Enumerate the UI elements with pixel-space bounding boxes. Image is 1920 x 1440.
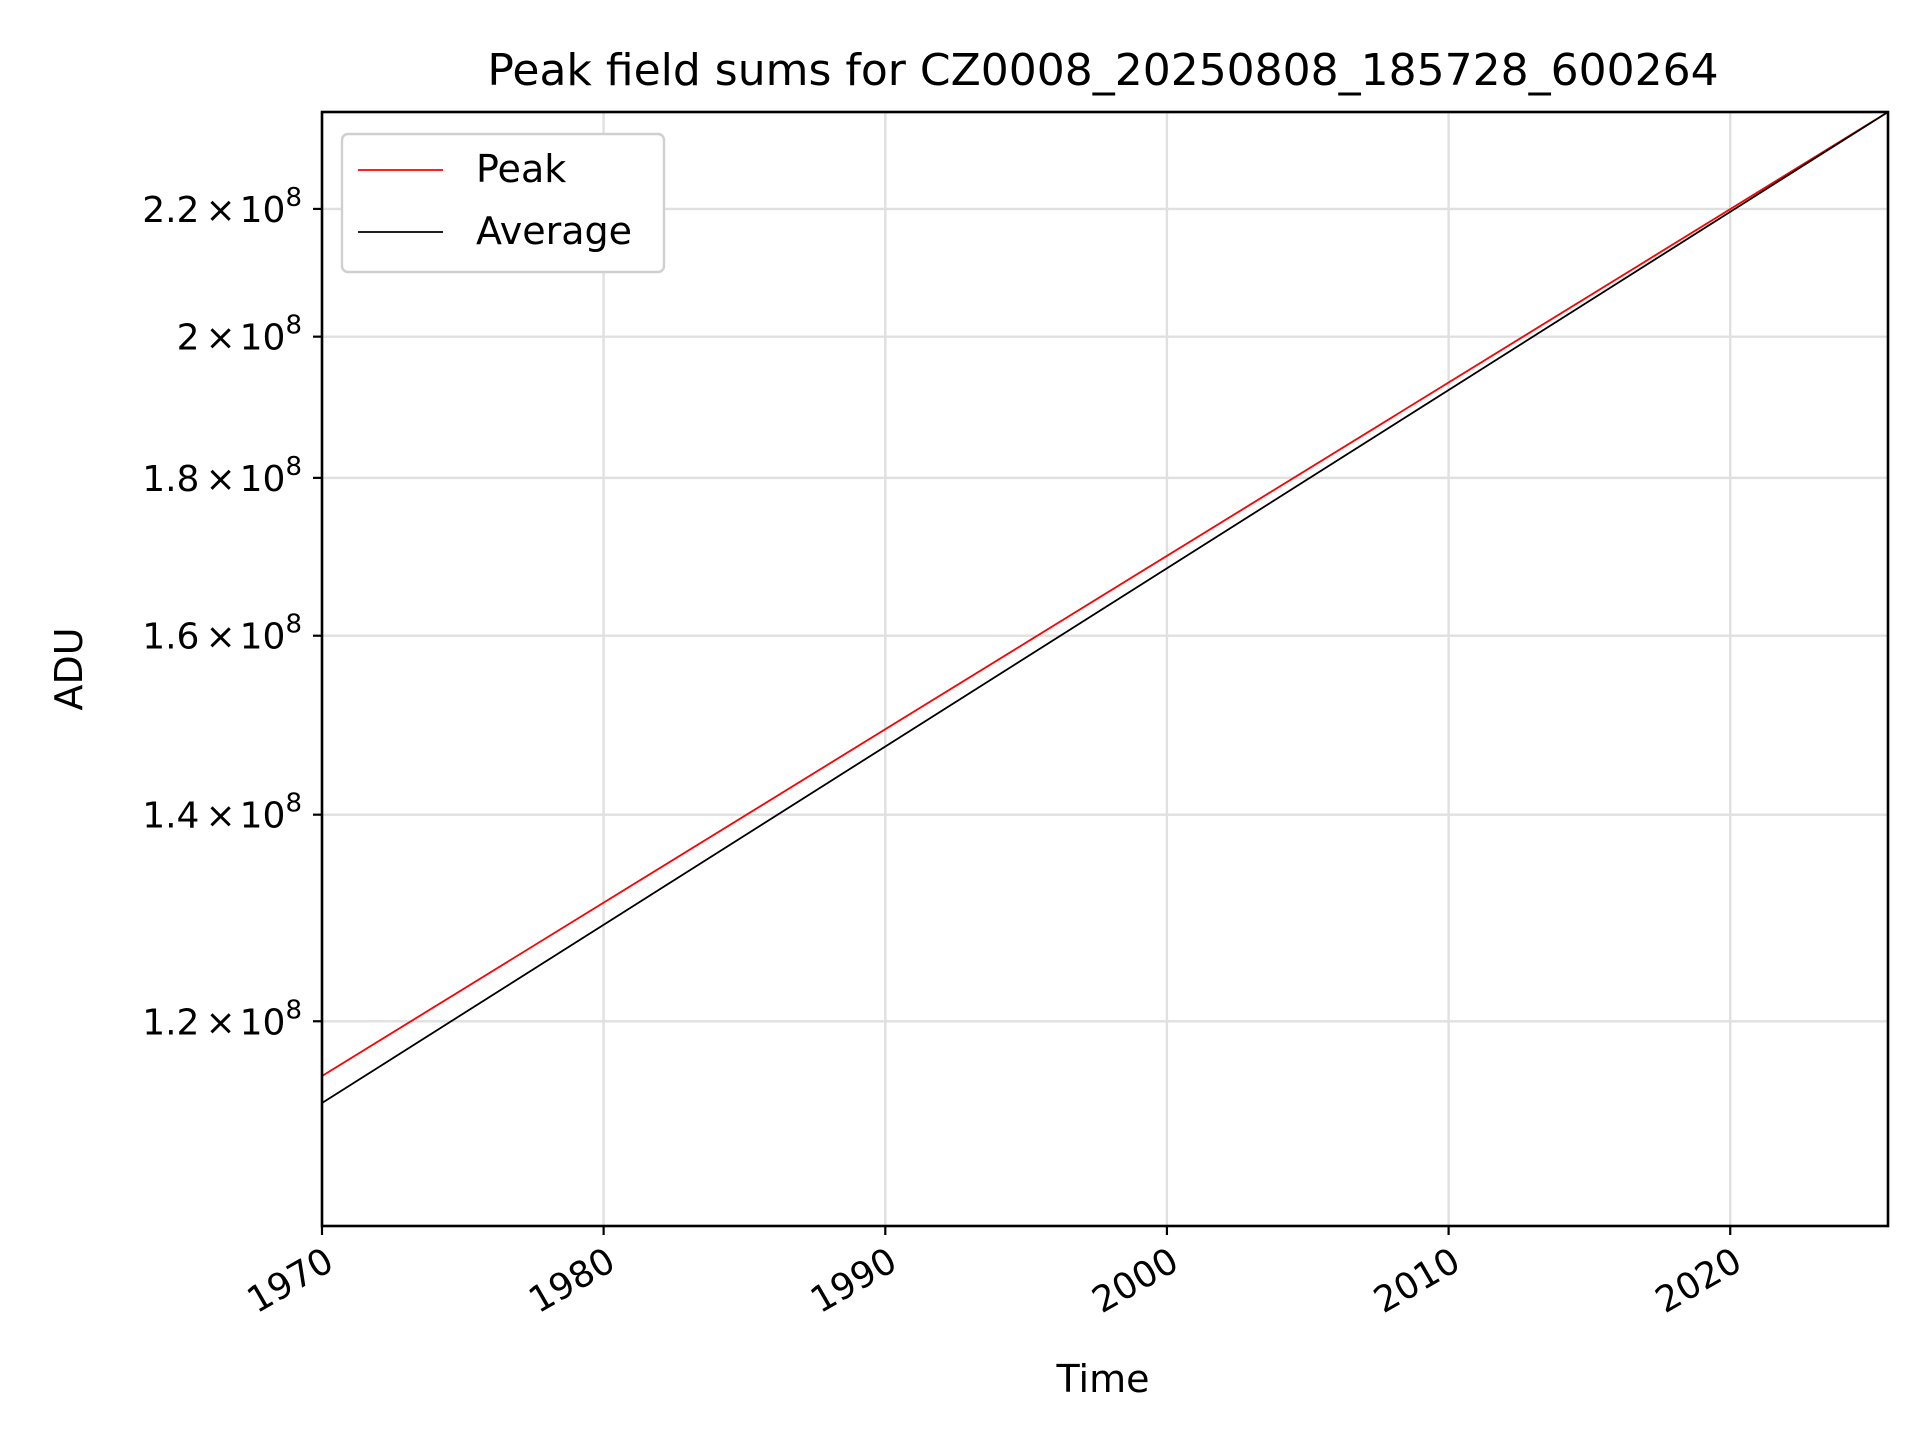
y-tick-label: 1.2 × 108	[142, 995, 302, 1043]
y-tick-label: 2.2 × 108	[142, 183, 302, 231]
y-tick-exponent: 8	[285, 452, 302, 482]
x-axis-ticks: 1970 1980 1990 2000 2010 2020	[241, 1226, 1749, 1322]
y-tick-base: 10	[240, 318, 286, 359]
legend: Peak Average	[340, 132, 666, 274]
y-tick-exponent: 8	[285, 311, 302, 341]
y-tick-mantissa: 1.4	[142, 796, 199, 837]
x-tick-label: 2020	[1649, 1240, 1749, 1321]
y-tick-mantissa: 1.8	[142, 459, 199, 500]
y-tick-exponent: 8	[285, 789, 302, 819]
y-tick-times: ×	[205, 459, 235, 500]
x-axis-label: Time	[1056, 1357, 1150, 1401]
y-tick-label: 1.8 × 108	[142, 452, 302, 500]
y-tick-mantissa: 1.6	[142, 617, 199, 658]
y-tick-times: ×	[205, 318, 235, 359]
x-tick-label: 1970	[241, 1240, 341, 1321]
legend-label-peak: Peak	[476, 147, 566, 191]
x-tick-label: 1990	[804, 1240, 904, 1321]
y-tick-exponent: 8	[285, 183, 302, 213]
y-tick-label: 2 × 108	[177, 311, 302, 359]
legend-label-average: Average	[476, 209, 632, 253]
y-tick-times: ×	[205, 796, 235, 837]
x-tick-label: 2010	[1367, 1240, 1467, 1321]
y-tick-mantissa: 2	[177, 318, 200, 359]
chart-title: Peak field sums for CZ0008_20250808_1857…	[487, 45, 1718, 96]
y-tick-mantissa: 2.2	[142, 190, 199, 231]
y-tick-mantissa: 1.2	[142, 1002, 199, 1043]
x-tick-label: 1980	[522, 1240, 622, 1321]
y-tick-times: ×	[205, 1002, 235, 1043]
y-axis-label: ADU	[47, 627, 91, 710]
grid	[320, 112, 1888, 1226]
x-tick-label: 2000	[1086, 1240, 1186, 1321]
y-tick-base: 10	[240, 459, 286, 500]
y-tick-base: 10	[240, 1002, 286, 1043]
y-tick-base: 10	[240, 796, 286, 837]
y-tick-label: 1.4 × 108	[142, 789, 302, 837]
y-tick-exponent: 8	[285, 995, 302, 1025]
plot-area-frame	[320, 110, 1890, 1228]
series-lines	[321, 111, 1889, 1104]
y-tick-label: 1.6 × 108	[142, 610, 302, 658]
y-tick-base: 10	[240, 617, 286, 658]
y-tick-times: ×	[205, 617, 235, 658]
series-line-peak	[321, 111, 1889, 1077]
legend-frame	[340, 132, 666, 274]
y-tick-exponent: 8	[285, 610, 302, 640]
series-line-average	[321, 111, 1889, 1104]
y-tick-base: 10	[240, 190, 286, 231]
y-tick-times: ×	[205, 190, 235, 231]
